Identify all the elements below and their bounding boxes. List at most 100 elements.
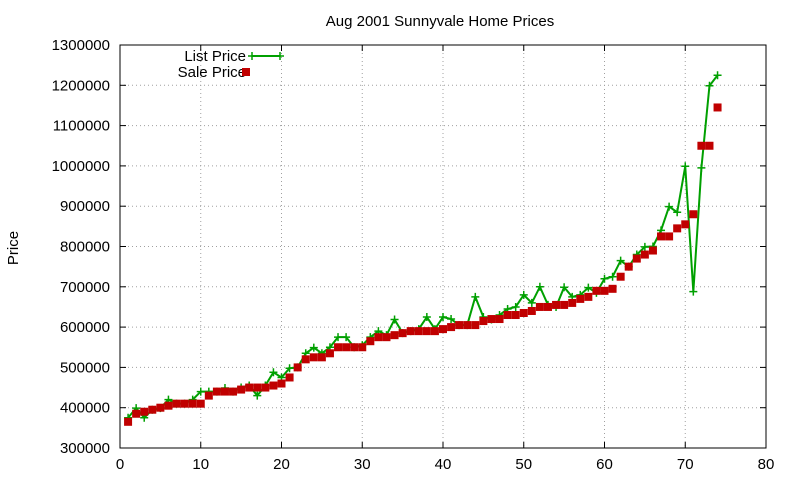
sale-price-point [390,331,399,340]
sale-price-point [132,409,141,418]
sale-price-point [479,317,488,326]
axis-ticks: 0 10 20 30 40 50 60 70 80 300000 400000 500000 60000… [52,37,775,473]
sale-price-point [592,286,601,295]
sale-price-point [317,353,326,362]
sale-price-point [261,383,270,392]
sale-price-point [309,353,318,362]
sale-price-point [342,343,351,352]
sale-price-point [495,315,504,324]
list-price-point [253,391,262,400]
sale-price-point [277,379,286,388]
sale-price-point [269,381,278,390]
sale-price-point [156,403,165,412]
sale-price-point [503,311,512,320]
sale-price-point [568,298,577,307]
sale-price-point [665,232,674,241]
sale-price-point [608,284,617,293]
series-layer [124,71,722,426]
list-price-point [196,387,205,396]
sale-price-point [543,302,552,311]
x-tick-label: 0 [116,456,124,473]
list-price-point [713,71,722,80]
list-price-point [269,368,278,377]
list-price-point [681,162,690,171]
y-tick-label: 1100000 [53,118,110,135]
y-tick-label: 900000 [60,198,110,215]
sale-price-point [124,417,133,426]
sale-price-point [422,327,431,336]
sale-price-point [382,333,391,342]
sale-price-point [172,399,181,408]
sale-price-point [576,294,585,303]
plot-frame [119,44,767,449]
sale-price-point [164,401,173,410]
sale-price-point [632,254,641,263]
list-price-point [560,283,569,292]
sale-price-point [212,387,221,396]
sale-price-point [527,306,536,315]
sale-price-point [196,399,205,408]
y-tick-label: 700000 [60,279,110,296]
sale-price-point [245,383,254,392]
series-sale-price [124,103,722,426]
list-price-point [705,81,714,90]
sale-price-point [713,103,722,112]
list-price-point [535,282,544,291]
list-price-point [334,333,343,342]
sale-price-point [600,286,609,295]
sale-price-point [463,321,472,330]
sale-price-point [552,300,561,309]
sale-price-point [358,343,367,352]
list-price-point [447,315,456,324]
list-price-point [511,302,520,311]
sale-price-point [657,232,666,241]
x-tick-label: 70 [677,456,694,473]
sale-price-point [414,327,423,336]
x-tick-label: 60 [596,456,613,473]
sale-price-point [689,210,698,219]
y-tick-label: 1200000 [52,77,110,94]
list-price-point [309,343,318,352]
sale-price-point [439,325,447,334]
sale-price-point [366,337,375,346]
sale-price-point [648,246,657,255]
sale-price-point [148,405,157,414]
list-price-point [608,272,617,281]
list-price-point [600,274,609,283]
sale-price-point [350,343,359,352]
sale-price-point [188,399,197,408]
sale-price-point [430,327,439,336]
legend-square-marker [242,68,250,76]
chart-title: Aug 2001 Sunnyvale Home Prices [326,13,554,30]
sale-price-point [705,141,714,150]
sale-price-point [697,141,706,150]
sale-price-point [334,343,343,352]
sale-price-point [406,327,415,336]
sale-price-point [301,355,310,364]
x-tick-label: 30 [354,456,371,473]
sale-price-point [681,220,690,229]
list-price-point [673,208,682,217]
legend-plus-marker [248,52,256,60]
x-tick-label: 50 [515,456,532,473]
x-tick-label: 10 [192,456,209,473]
sale-price-point [487,315,496,324]
list-price-point [422,313,431,322]
list-price-point [519,290,528,299]
sale-price-point [237,385,246,394]
sale-price-point [180,399,189,408]
sale-price-point [140,407,149,416]
y-axis-label: Price [5,231,22,265]
y-tick-label: 800000 [60,239,110,256]
sale-price-point [398,329,407,338]
sale-price-point [447,323,456,332]
sale-price-point [640,250,649,259]
list-price-point [689,287,698,296]
sale-price-point [325,349,334,358]
y-tick-label: 1300000 [52,37,110,54]
list-price-point [471,292,480,301]
y-tick-label: 600000 [60,319,110,336]
list-price-point [640,242,649,251]
